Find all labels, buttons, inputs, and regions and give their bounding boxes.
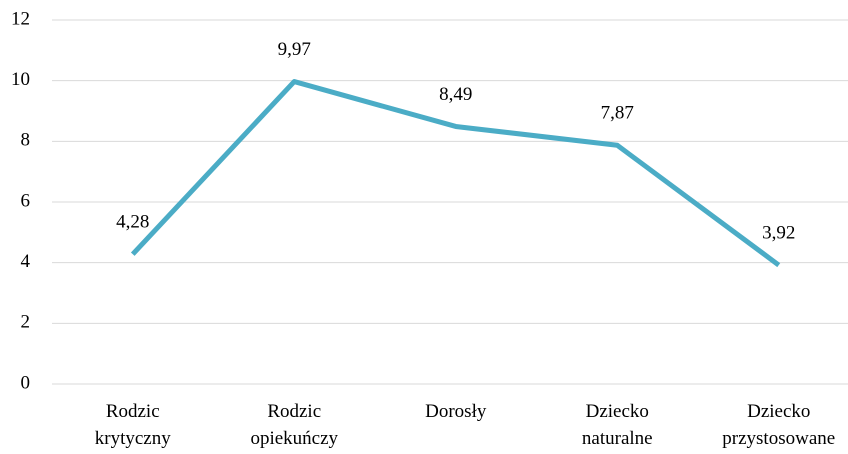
y-tick-label: 6	[21, 190, 31, 211]
x-tick-label: Dziecko naturalne	[582, 401, 653, 449]
x-tick-label: Rodzic krytyczny	[95, 401, 171, 449]
data-label: 8,49	[439, 84, 472, 105]
y-tick-label: 8	[21, 130, 31, 151]
data-label: 4,28	[116, 212, 149, 233]
y-tick-label: 4	[21, 251, 31, 272]
x-tick-label: Rodzic opiekuńczy	[250, 401, 338, 449]
x-tick-label: Dziecko przystosowane	[722, 401, 835, 449]
data-label: 9,97	[278, 39, 311, 60]
y-tick-label: 12	[11, 8, 30, 29]
data-label: 7,87	[601, 103, 634, 124]
x-tick-label: Dorosły	[425, 401, 487, 422]
line	[130, 79, 781, 268]
data-label: 3,92	[762, 222, 795, 243]
y-tick-label: 10	[11, 69, 30, 90]
y-tick-label: 2	[21, 312, 31, 333]
y-tick-label: 0	[21, 372, 31, 393]
